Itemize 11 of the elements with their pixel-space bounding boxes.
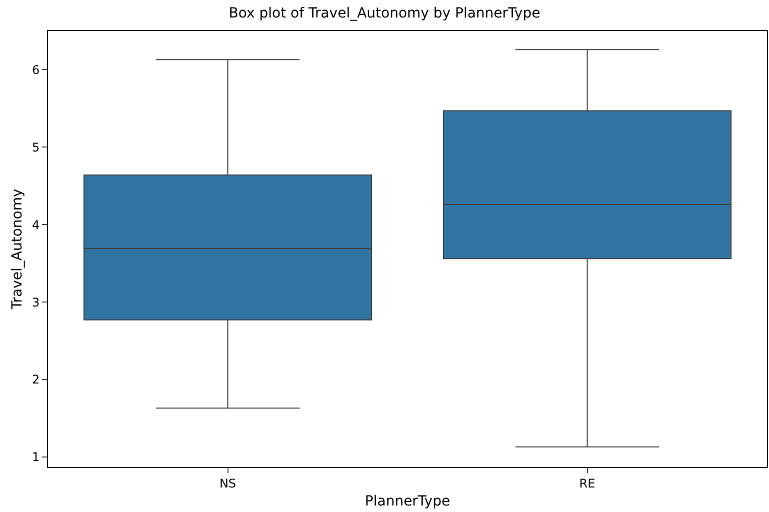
y-axis-title: Travel_Autonomy xyxy=(10,188,26,310)
y-tick-label: 1 xyxy=(32,450,40,464)
y-tick-label: 6 xyxy=(32,62,40,77)
x-axis-title: PlannerType xyxy=(364,494,450,510)
y-tick-label: 5 xyxy=(32,140,40,154)
y-tick-label: 2 xyxy=(32,372,40,387)
y-tick-label: 4 xyxy=(32,218,40,232)
y-tick-label: 3 xyxy=(32,295,40,310)
x-tick-label: RE xyxy=(579,476,596,490)
x-tick-label: NS xyxy=(219,476,236,490)
chart-title: Box plot of Travel_Autonomy by PlannerType xyxy=(228,5,540,22)
